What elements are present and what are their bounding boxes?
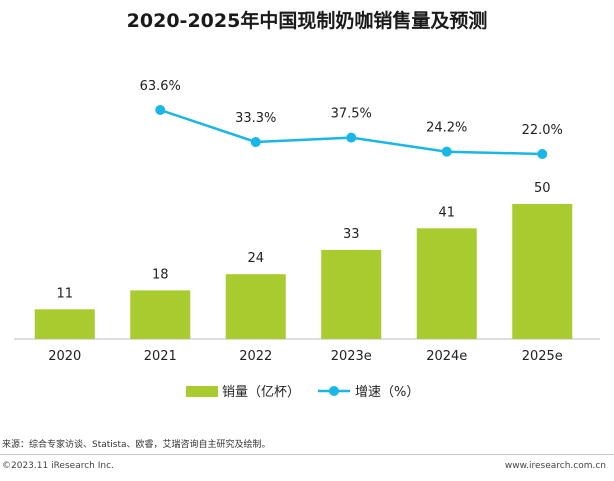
category-label-2024e: 2024e [426,349,467,364]
legend-swatch-sales [186,386,218,397]
bar-value-label-2020: 11 [56,286,73,301]
growth-point-2025e [537,149,548,159]
category-label-2023e: 2023e [331,349,372,364]
category-label-2022: 2022 [239,349,272,364]
growth-label-2021: 63.6% [140,79,181,94]
bar-2024e [416,228,477,339]
bar-2023e [321,249,382,339]
category-label-2021: 2021 [144,349,177,364]
bar-2022 [225,274,286,339]
legend-label-sales: 销量（亿杯） [222,385,300,400]
footer-divider [0,454,614,455]
bar-value-label-2022: 24 [247,251,264,266]
bar-2025e [512,204,573,339]
website-link[interactable]: www.iresearch.com.cn [504,461,606,471]
legend: 销量（亿杯） 增速（%） [186,385,419,400]
growth-point-2024e [441,146,452,157]
bar-value-labels: 11 18 24 33 41 50 [56,181,550,301]
category-label-2025e: 2025e [522,349,563,364]
source-note: 来源：综合专家访谈、Statista、欧睿，艾瑞咨询自主研究及绘制。 [2,440,271,450]
bar-2020 [34,309,95,339]
chart-title: 2020-2025年中国现制奶咖销售量及预测 [127,9,488,32]
category-labels: 2020 2021 2022 2023e 2024e 2025e [48,349,563,364]
growth-line-series: 63.6% 33.3% 37.5% 24.2% 22.0% [140,79,563,159]
growth-label-2024e: 24.2% [426,121,467,136]
bar-series [34,204,573,339]
growth-label-2025e: 22.0% [522,123,563,138]
growth-label-2023e: 37.5% [331,107,372,122]
bar-value-label-2024e: 41 [438,205,455,220]
legend-label-growth: 增速（%） [355,385,419,400]
growth-point-2021 [155,105,166,115]
growth-point-2022 [250,137,261,148]
bar-value-label-2025e: 50 [534,181,551,196]
bar-2021 [130,290,191,339]
legend-marker-growth [329,386,339,396]
category-label-2020: 2020 [48,349,81,364]
bar-value-label-2021: 18 [152,267,169,282]
bar-value-label-2023e: 33 [343,227,360,242]
growth-label-2022: 33.3% [235,111,276,126]
growth-point-2023e [346,132,357,143]
copyright-text: ©2023.11 iResearch Inc. [2,461,114,471]
sales-growth-chart: 2020-2025年中国现制奶咖销售量及预测 11 18 24 33 41 50 2020… [14,9,600,400]
